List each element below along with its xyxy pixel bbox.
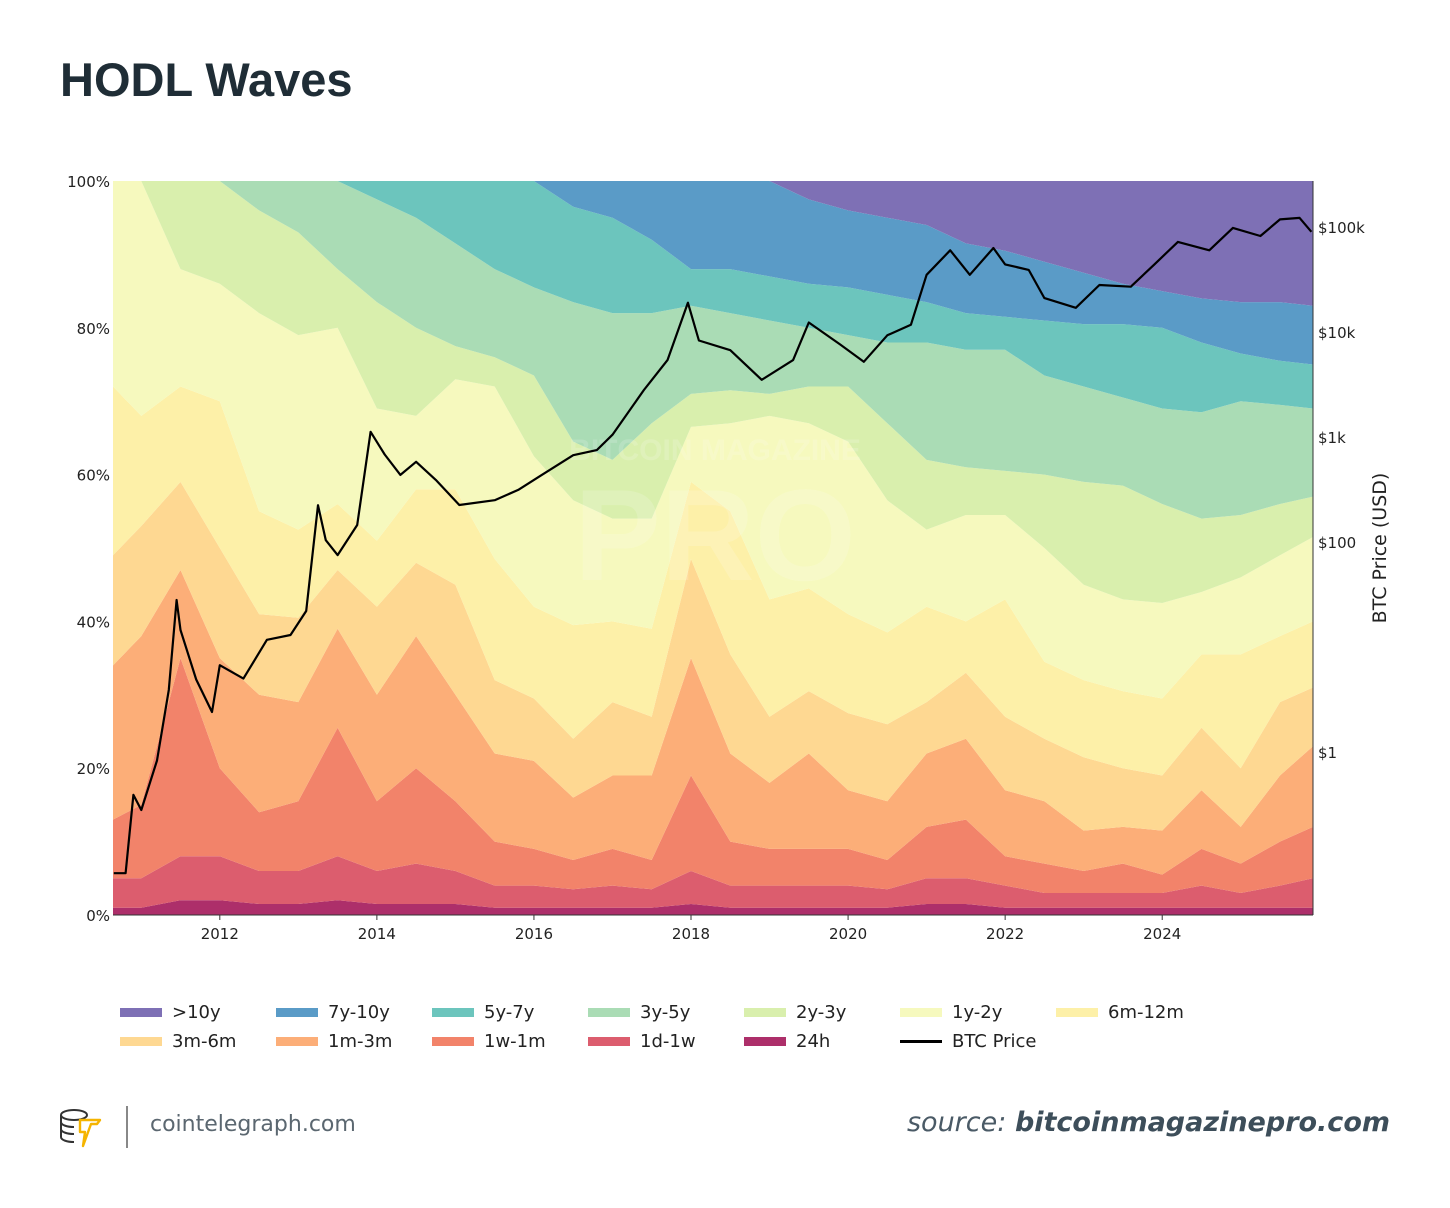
legend-label: BTC Price (952, 1031, 1037, 1052)
area-2y-3y (113, 181, 1313, 603)
source-credit: source: bitcoinmagazinepro.com (907, 1107, 1390, 1138)
x-tick-label: 2024 (1143, 925, 1181, 943)
chart-title: HODL Waves (60, 53, 353, 106)
hodl-waves-chart: BITCOIN MAGAZINE PRO 0% 20% 40% 60% 80% 100% $… (67, 173, 1391, 943)
left-tick-label: 0% (86, 907, 110, 925)
left-tick-label: 60% (77, 467, 110, 485)
legend-swatch (744, 1037, 786, 1046)
right-axis-title: BTC Price (USD) (1369, 473, 1391, 624)
legend-label: 6m-12m (1108, 1002, 1184, 1023)
legend-label: 1y-2y (952, 1002, 1003, 1023)
area-1d-1w (113, 856, 1313, 908)
x-tick-label: 2018 (672, 925, 710, 943)
legend-item[interactable]: 3y-5y (588, 1002, 744, 1023)
legend-row: >10y 7y-10y 5y-7y 3y-5y 2y-3y 1y-2y 6m-12m (120, 998, 1270, 1027)
stacked-areas (113, 181, 1313, 915)
area-7y-10y (113, 181, 1313, 365)
legend-item[interactable]: 3m-6m (120, 1031, 276, 1052)
watermark-logo: BITCOIN MAGAZINE PRO (569, 434, 861, 608)
area-3y-5y (113, 181, 1313, 519)
legend-swatch (744, 1008, 786, 1017)
legend-item[interactable]: 2y-3y (744, 1002, 900, 1023)
legend-swatch (900, 1008, 942, 1017)
right-tick-label: $10k (1318, 324, 1356, 342)
area-3m-6m (113, 481, 1313, 831)
footer-divider (126, 1106, 128, 1148)
legend-swatch (1056, 1008, 1098, 1017)
x-tick-label: 2012 (201, 925, 239, 943)
x-tick-label: 2014 (358, 925, 396, 943)
legend-row: 3m-6m 1m-3m 1w-1m 1d-1w 24h BTC Price (120, 1027, 1270, 1056)
legend-item[interactable]: 5y-7y (432, 1002, 588, 1023)
legend-swatch (432, 1008, 474, 1017)
site-name: cointelegraph.com (150, 1112, 356, 1137)
legend-swatch (588, 1037, 630, 1046)
cointelegraph-logo-icon (60, 1109, 102, 1148)
axis-ticks: 0% 20% 40% 60% 80% 100% $1 $100 $1k $10k $100k 2012… (67, 173, 1365, 943)
legend-item[interactable]: 7y-10y (276, 1002, 432, 1023)
x-tick-label: 2022 (986, 925, 1024, 943)
legend-swatch (900, 1040, 942, 1043)
source-name: bitcoinmagazinepro.com (1014, 1107, 1390, 1138)
legend-swatch (276, 1037, 318, 1046)
legend-swatch (432, 1037, 474, 1046)
left-tick-label: 40% (77, 613, 110, 631)
area-1y-2y (113, 181, 1313, 699)
area-1w-1m (113, 658, 1313, 893)
btc-price-line (113, 216, 1313, 875)
area-24h (113, 900, 1313, 915)
legend-item[interactable]: 1y-2y (900, 1002, 1056, 1023)
legend-item[interactable]: 6m-12m (1056, 1002, 1212, 1023)
right-tick-label: $100k (1318, 219, 1365, 237)
legend-label: 3y-5y (640, 1002, 691, 1023)
right-tick-label: $1k (1318, 429, 1346, 447)
right-tick-label: $100 (1318, 534, 1356, 552)
legend-item[interactable]: BTC Price (900, 1031, 1056, 1052)
legend-label: 1d-1w (640, 1031, 696, 1052)
area-10y (113, 181, 1313, 306)
legend-swatch (120, 1008, 162, 1017)
left-tick-label: 100% (67, 173, 110, 191)
legend-swatch (588, 1008, 630, 1017)
legend-swatch (120, 1037, 162, 1046)
legend-item[interactable]: 1w-1m (432, 1031, 588, 1052)
watermark-line2: PRO (574, 462, 856, 608)
right-tick-label: $1 (1318, 744, 1337, 762)
area-1m-3m (113, 570, 1313, 875)
legend-label: 1m-3m (328, 1031, 393, 1052)
legend-label: >10y (172, 1002, 221, 1023)
area-6m-12m (113, 386, 1313, 776)
legend-label: 2y-3y (796, 1002, 847, 1023)
x-tick-label: 2016 (515, 925, 553, 943)
legend: >10y 7y-10y 5y-7y 3y-5y 2y-3y 1y-2y 6m-12m 3m-6… (120, 998, 1270, 1056)
left-tick-label: 20% (77, 760, 110, 778)
legend-label: 1w-1m (484, 1031, 546, 1052)
left-tick-label: 80% (77, 320, 110, 338)
source-prefix: source: (906, 1107, 1007, 1138)
legend-item[interactable]: 24h (744, 1031, 900, 1052)
legend-item[interactable]: 1d-1w (588, 1031, 744, 1052)
x-tick-label: 2020 (829, 925, 867, 943)
legend-swatch (276, 1008, 318, 1017)
legend-label: 5y-7y (484, 1002, 535, 1023)
legend-label: 3m-6m (172, 1031, 237, 1052)
area-5y-7y (113, 181, 1313, 413)
legend-item[interactable]: 1m-3m (276, 1031, 432, 1052)
legend-item[interactable]: >10y (120, 1002, 276, 1023)
legend-label: 7y-10y (328, 1002, 390, 1023)
legend-label: 24h (796, 1031, 831, 1052)
watermark-line1: BITCOIN MAGAZINE (569, 434, 861, 467)
